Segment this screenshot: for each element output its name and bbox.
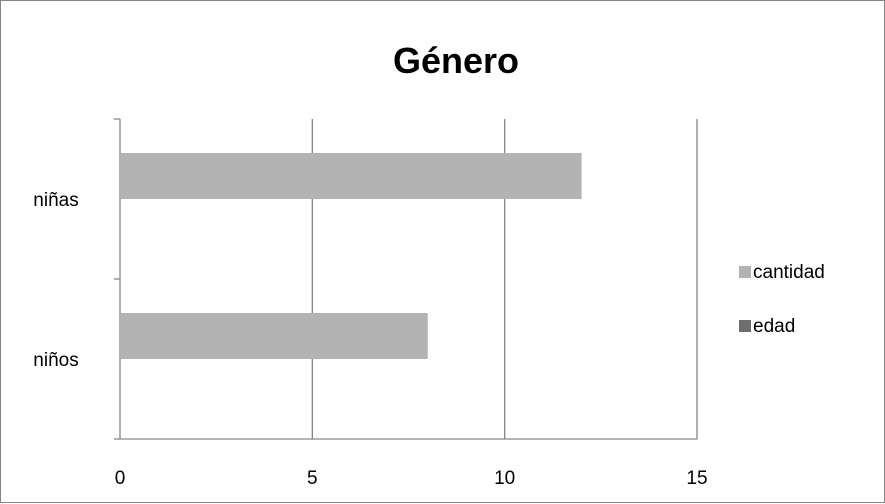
chart-title: Género: [393, 40, 519, 81]
y-tick-label-0: niños: [33, 350, 78, 371]
x-tick-label-3: 15: [686, 468, 707, 489]
x-tick-label-0: 0: [115, 468, 126, 489]
x-tick-label-1: 5: [307, 468, 318, 489]
x-tick-label-2: 10: [494, 468, 515, 489]
legend-label-0: cantidad: [753, 262, 825, 283]
bar-cantidad-1: [120, 153, 582, 199]
legend-swatch-1: [739, 320, 751, 332]
y-tick-label-1: niñas: [33, 190, 78, 211]
legend-swatch-0: [739, 266, 751, 278]
bar-cantidad-0: [120, 313, 428, 359]
legend-label-1: edad: [753, 316, 795, 337]
